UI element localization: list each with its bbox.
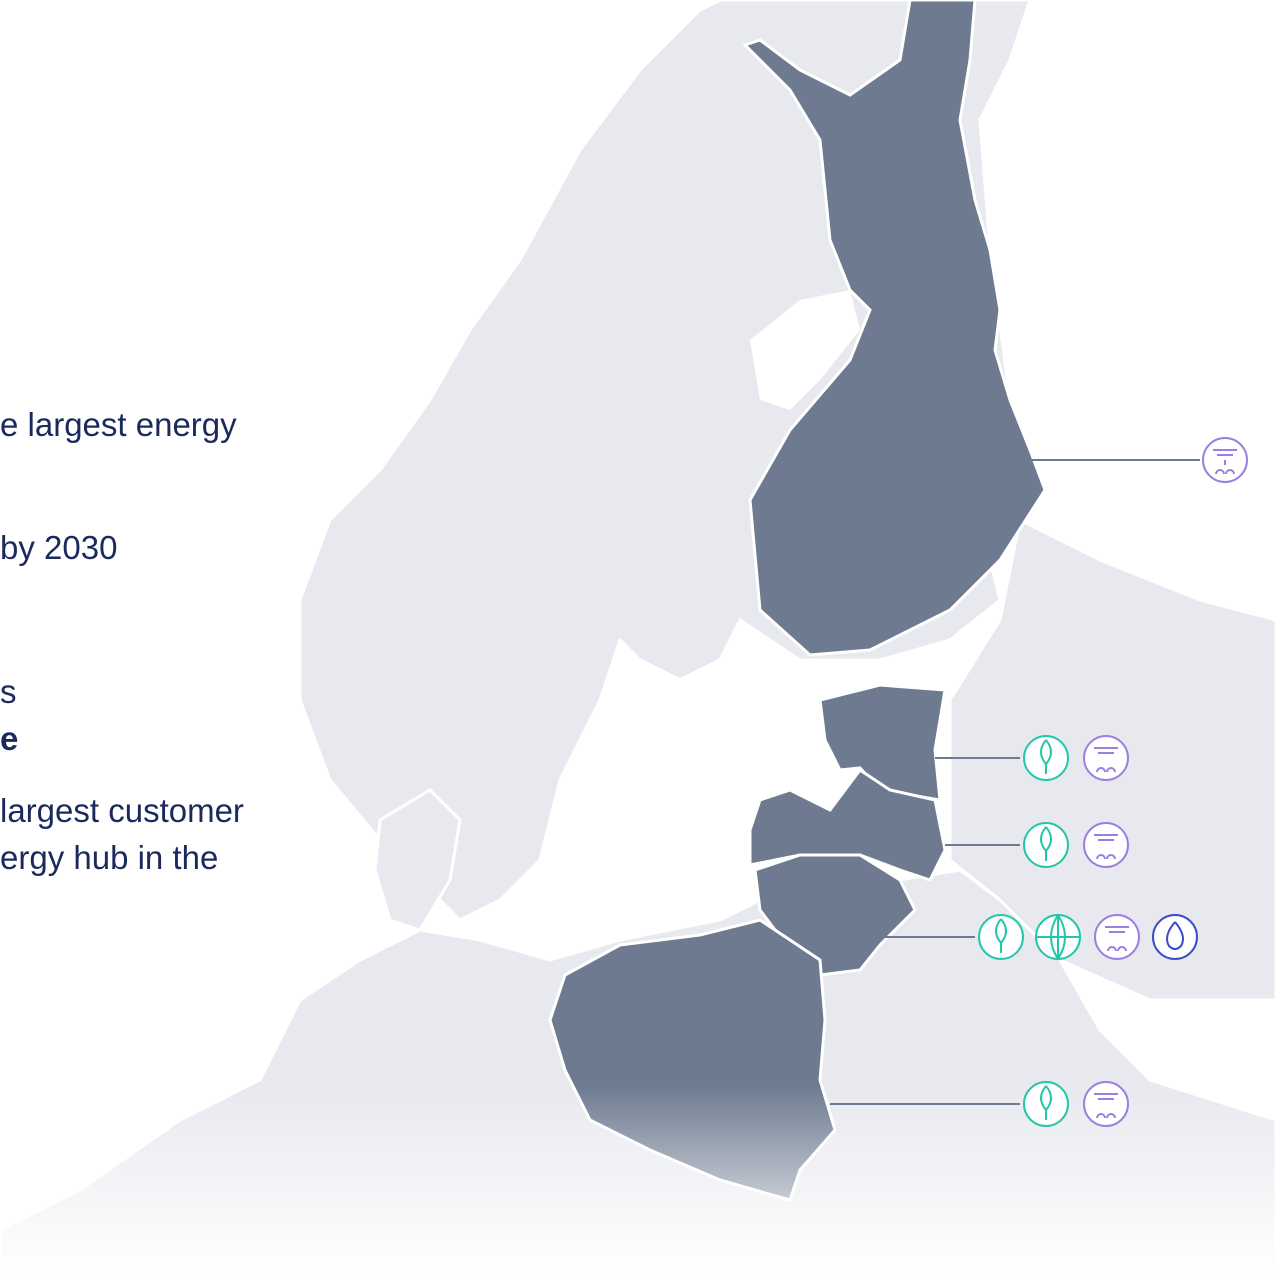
text-line: e largest energy [0, 406, 237, 443]
people-icon [1083, 735, 1129, 781]
text-line: largest customer [0, 792, 244, 829]
people-icon [1083, 822, 1129, 868]
leaf-icon [978, 914, 1024, 960]
leaf-icon [1023, 822, 1069, 868]
icons [978, 437, 1248, 1127]
people-icon [1083, 1081, 1129, 1127]
text-line: s [0, 673, 17, 710]
people-icon [1202, 437, 1248, 483]
text-line: ergy hub in the [0, 839, 219, 876]
leaf-icon [1023, 1081, 1069, 1127]
leader-lines [830, 459, 1200, 1105]
leaf-icon [1023, 735, 1069, 781]
text-line: by 2030 [0, 529, 118, 566]
people-icon [1094, 914, 1140, 960]
globe-icon [1035, 914, 1081, 961]
flame-icon [1152, 914, 1198, 960]
text-line: e [0, 720, 19, 757]
